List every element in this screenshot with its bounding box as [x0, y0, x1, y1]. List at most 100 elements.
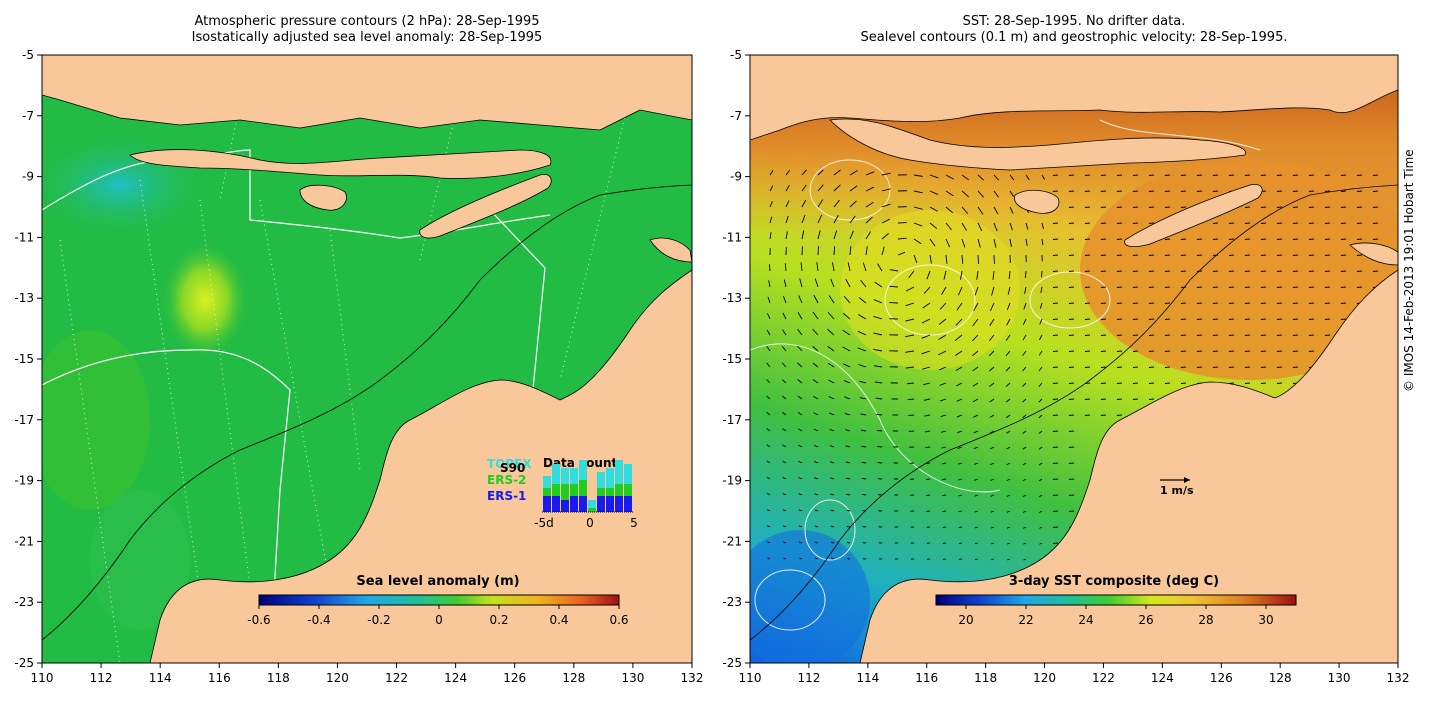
velocity-arrow [1340, 318, 1347, 320]
velocity-arrow [1212, 174, 1219, 176]
velocity-arrow [913, 222, 923, 227]
data-count-bar-ers1 [624, 496, 632, 512]
velocity-arrow [1228, 302, 1235, 304]
sst-colorbar-tick-label: 20 [958, 613, 973, 627]
velocity-arrow [1340, 270, 1347, 272]
left-xtick-label: 132 [681, 671, 704, 685]
velocity-arrow [960, 270, 963, 280]
velocity-arrow [974, 542, 979, 545]
velocity-arrow [873, 315, 883, 320]
velocity-arrow [945, 222, 952, 231]
velocity-arrow [1276, 350, 1283, 352]
velocity-arrow [797, 345, 803, 352]
velocity-arrow [1005, 382, 1011, 387]
velocity-arrow [859, 397, 867, 400]
velocity-arrow [1308, 238, 1315, 240]
velocity-arrow [955, 366, 963, 371]
velocity-arrow [1132, 382, 1139, 384]
velocity-arrow [1308, 334, 1315, 336]
velocity-arrow [1068, 494, 1075, 496]
velocity-arrow [1008, 270, 1011, 280]
velocity-arrow [1260, 270, 1267, 272]
velocity-arrow [800, 262, 803, 272]
right-xtick-label: 128 [1269, 671, 1292, 685]
velocity-arrow [799, 541, 803, 544]
velocity-arrow [812, 345, 819, 352]
velocity-arrow [991, 542, 995, 545]
velocity-arrow [945, 206, 953, 214]
velocity-arrow [1116, 414, 1123, 416]
right-ytick-label: -11 [722, 230, 742, 244]
velocity-arrow [1292, 238, 1299, 240]
velocity-arrow [782, 411, 787, 416]
velocity-arrow [1372, 190, 1379, 192]
velocity-arrow [1132, 366, 1139, 368]
velocity-arrow [860, 279, 867, 288]
velocity-arrow [921, 318, 931, 324]
velocity-arrow [991, 558, 995, 561]
velocity-arrow [1148, 222, 1155, 224]
velocity-arrow [767, 313, 771, 320]
left-xtick-label: 122 [385, 671, 408, 685]
velocity-arrow [1132, 174, 1139, 176]
velocity-arrow [1022, 414, 1027, 419]
velocity-arrow [1052, 238, 1059, 240]
velocity-arrow [769, 169, 774, 176]
velocity-arrow [945, 174, 955, 180]
velocity-arrow [973, 446, 979, 450]
data-count-bar-topex [597, 472, 605, 488]
velocity-arrow [846, 477, 851, 480]
velocity-arrow [766, 492, 771, 496]
velocity-arrow [784, 263, 787, 272]
velocity-arrow [945, 238, 951, 248]
velocity-arrow [1196, 254, 1203, 256]
velocity-arrow [1022, 350, 1027, 356]
velocity-arrow [842, 329, 851, 336]
velocity-arrow [1308, 190, 1315, 192]
velocity-arrow [830, 541, 835, 544]
velocity-arrow [1308, 350, 1315, 352]
left-ytick-label: -7 [22, 109, 34, 123]
sst-warm-east [1080, 160, 1398, 380]
velocity-arrow [1308, 222, 1315, 224]
velocity-arrow [766, 346, 771, 352]
velocity-arrow [1116, 238, 1123, 240]
velocity-arrow [1244, 270, 1251, 272]
velocity-arrow [1100, 334, 1107, 336]
velocity-arrow [1024, 270, 1027, 279]
velocity-arrow [939, 302, 947, 310]
velocity-arrow [929, 238, 936, 247]
velocity-arrow [1148, 270, 1155, 272]
sla-green-patch [42, 330, 150, 510]
velocity-arrow [1324, 286, 1331, 288]
velocity-arrow [1372, 174, 1379, 176]
velocity-arrow [1196, 366, 1203, 368]
velocity-arrow [858, 364, 867, 368]
right-title-line2: Sealevel contours (0.1 m) and geostrophi… [860, 30, 1288, 45]
velocity-arrow [974, 526, 979, 529]
velocity-arrow [1196, 350, 1203, 352]
velocity-arrow [1068, 382, 1075, 384]
velocity-arrow [861, 461, 867, 464]
left-xtick-label: 120 [326, 671, 349, 685]
velocity-arrow [988, 350, 995, 357]
velocity-arrow [908, 414, 915, 416]
velocity-arrow [938, 366, 947, 371]
right-xtick-label: 120 [1033, 671, 1056, 685]
velocity-arrow [1308, 286, 1315, 288]
velocity-arrow [801, 230, 805, 240]
velocity-arrow [925, 446, 931, 449]
velocity-arrow [1132, 286, 1139, 288]
velocity-arrow [1068, 350, 1075, 352]
velocity-arrow [993, 238, 997, 248]
right-xtick-label: 124 [1151, 671, 1174, 685]
velocity-arrow [1052, 318, 1059, 320]
velocity-arrow [1164, 382, 1171, 384]
velocity-arrow [1022, 462, 1027, 466]
velocity-arrow [1196, 174, 1203, 176]
velocity-arrow [1244, 254, 1251, 256]
velocity-arrow [990, 526, 995, 529]
velocity-arrow [974, 462, 979, 465]
velocity-arrow [846, 493, 851, 496]
velocity-arrow [783, 541, 787, 544]
